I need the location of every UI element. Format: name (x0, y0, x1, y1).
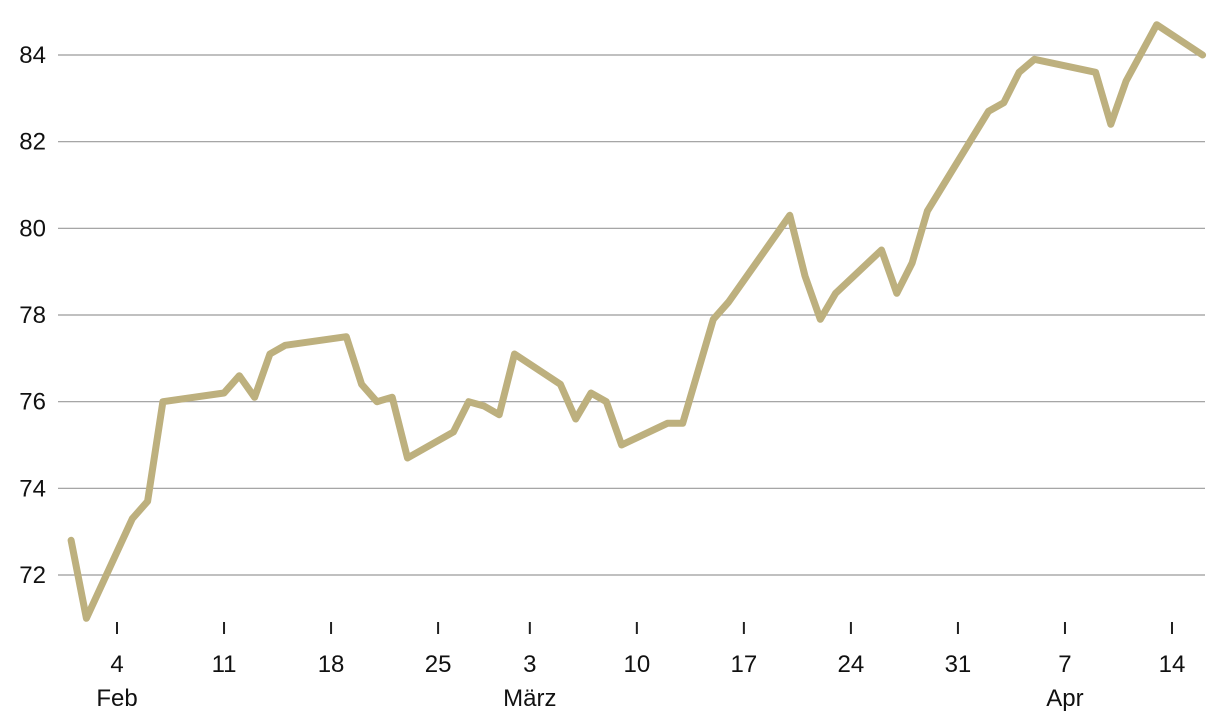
y-tick-label-82: 82 (19, 129, 46, 156)
month-label-0: Feb (96, 685, 137, 712)
x-tick-label-6: 17 (731, 651, 758, 678)
x-axis: 4 11 18 25 3 10 17 24 31 7 14 Feb März Apr (96, 622, 1185, 712)
y-tick-label-74: 74 (19, 475, 46, 502)
series-line-0 (67, 21, 1207, 622)
month-label-2: Apr (1046, 685, 1083, 712)
month-label-1: März (503, 685, 556, 712)
y-tick-label-78: 78 (19, 302, 46, 329)
x-tick-label-1: 11 (212, 651, 237, 678)
x-tick-label-3: 25 (425, 651, 452, 678)
x-tick-label-8: 31 (945, 651, 972, 678)
x-tick-label-0: 4 (110, 651, 123, 678)
y-tick-label-80: 80 (19, 215, 46, 242)
gridlines (58, 54, 1205, 576)
x-tick-label-4: 3 (523, 651, 536, 678)
x-tick-label-10: 14 (1159, 651, 1186, 678)
x-tick-label-2: 18 (318, 651, 345, 678)
y-tick-label-72: 72 (19, 562, 46, 589)
x-tick-label-7: 24 (838, 651, 865, 678)
y-tick-label-84: 84 (19, 42, 46, 69)
series-layer (67, 21, 1207, 622)
y-tick-label-76: 76 (19, 389, 46, 416)
x-tick-label-9: 7 (1058, 651, 1071, 678)
y-axis-labels: 72 74 76 78 80 82 84 (19, 42, 46, 589)
x-tick-label-5: 10 (624, 651, 651, 678)
